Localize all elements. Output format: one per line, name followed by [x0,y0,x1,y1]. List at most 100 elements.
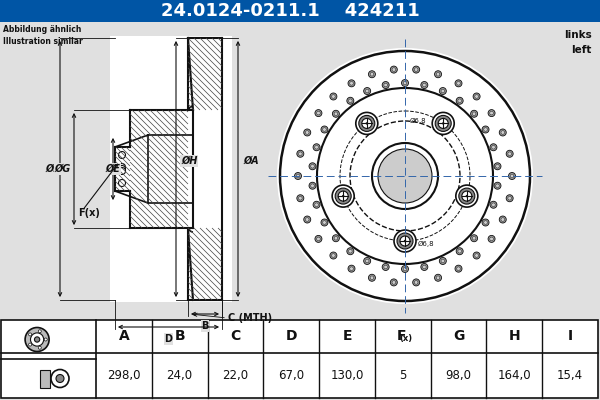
Circle shape [364,88,371,94]
Circle shape [38,330,41,333]
Circle shape [434,71,442,78]
Circle shape [510,174,514,178]
Circle shape [332,110,340,117]
Circle shape [296,174,300,178]
Circle shape [508,152,511,156]
Circle shape [436,72,440,76]
Circle shape [470,110,478,117]
Circle shape [413,66,419,73]
Circle shape [441,89,445,93]
Circle shape [455,265,462,272]
Circle shape [347,97,354,104]
Text: 24,0: 24,0 [167,369,193,382]
Circle shape [482,219,489,226]
Circle shape [501,218,505,221]
Bar [110,36,232,302]
Circle shape [506,195,513,202]
Circle shape [470,235,478,242]
Circle shape [34,337,40,342]
Bar [0,0,600,22]
Circle shape [348,265,355,272]
Text: 164,0: 164,0 [497,369,531,382]
Circle shape [458,99,461,102]
Circle shape [439,88,446,94]
Circle shape [391,66,397,73]
Circle shape [350,82,353,85]
Circle shape [359,116,375,132]
Circle shape [347,248,354,255]
Circle shape [119,164,125,170]
Circle shape [315,235,322,242]
Text: F(x): F(x) [78,208,100,218]
Circle shape [332,254,335,257]
Circle shape [404,240,406,242]
Text: A: A [119,329,129,343]
Circle shape [459,188,475,204]
Text: 98,0: 98,0 [446,369,472,382]
Circle shape [415,68,418,71]
Circle shape [436,276,440,280]
Circle shape [490,144,497,151]
Circle shape [488,235,495,242]
Circle shape [455,80,462,87]
Text: Ø6,8: Ø6,8 [418,241,434,247]
Circle shape [332,95,335,98]
Circle shape [484,221,487,224]
Circle shape [334,112,338,116]
Circle shape [403,267,407,271]
Circle shape [119,152,125,158]
Text: ØI: ØI [45,164,57,174]
Circle shape [421,82,428,88]
Circle shape [384,83,388,87]
Circle shape [473,93,480,100]
Text: B: B [175,329,185,343]
Circle shape [349,99,352,102]
Text: B: B [202,321,209,331]
Circle shape [297,195,304,202]
Circle shape [496,184,499,188]
Circle shape [490,237,493,241]
Circle shape [31,333,44,346]
Circle shape [415,281,418,284]
Text: 24.0124-0211.1    424211: 24.0124-0211.1 424211 [161,2,419,20]
Circle shape [499,216,506,223]
Text: C (MTH): C (MTH) [228,313,272,323]
Circle shape [466,195,468,197]
Circle shape [457,82,460,85]
Text: 67,0: 67,0 [278,369,304,382]
Circle shape [356,112,378,134]
Circle shape [392,68,395,71]
Circle shape [432,112,454,134]
Circle shape [441,259,445,263]
Circle shape [400,236,410,246]
Circle shape [338,191,348,201]
Text: ØH: ØH [181,156,197,166]
Circle shape [304,129,311,136]
Circle shape [494,163,501,170]
Circle shape [305,131,309,134]
Circle shape [394,230,416,252]
Circle shape [490,111,493,115]
Text: (x): (x) [399,334,412,343]
Circle shape [421,264,428,270]
Circle shape [332,235,340,242]
Text: G: G [453,329,464,343]
Circle shape [372,143,438,209]
Circle shape [370,276,374,280]
Circle shape [323,221,326,224]
Circle shape [365,122,368,125]
Circle shape [491,146,495,149]
Circle shape [499,129,506,136]
Circle shape [25,328,49,352]
Circle shape [368,274,376,281]
Circle shape [309,163,316,170]
Circle shape [349,250,352,253]
Circle shape [330,93,337,100]
Circle shape [384,265,388,269]
Text: H: H [509,329,520,343]
Circle shape [484,128,487,131]
Bar [1,320,598,398]
Circle shape [488,110,495,117]
Circle shape [435,116,451,132]
Circle shape [313,201,320,208]
